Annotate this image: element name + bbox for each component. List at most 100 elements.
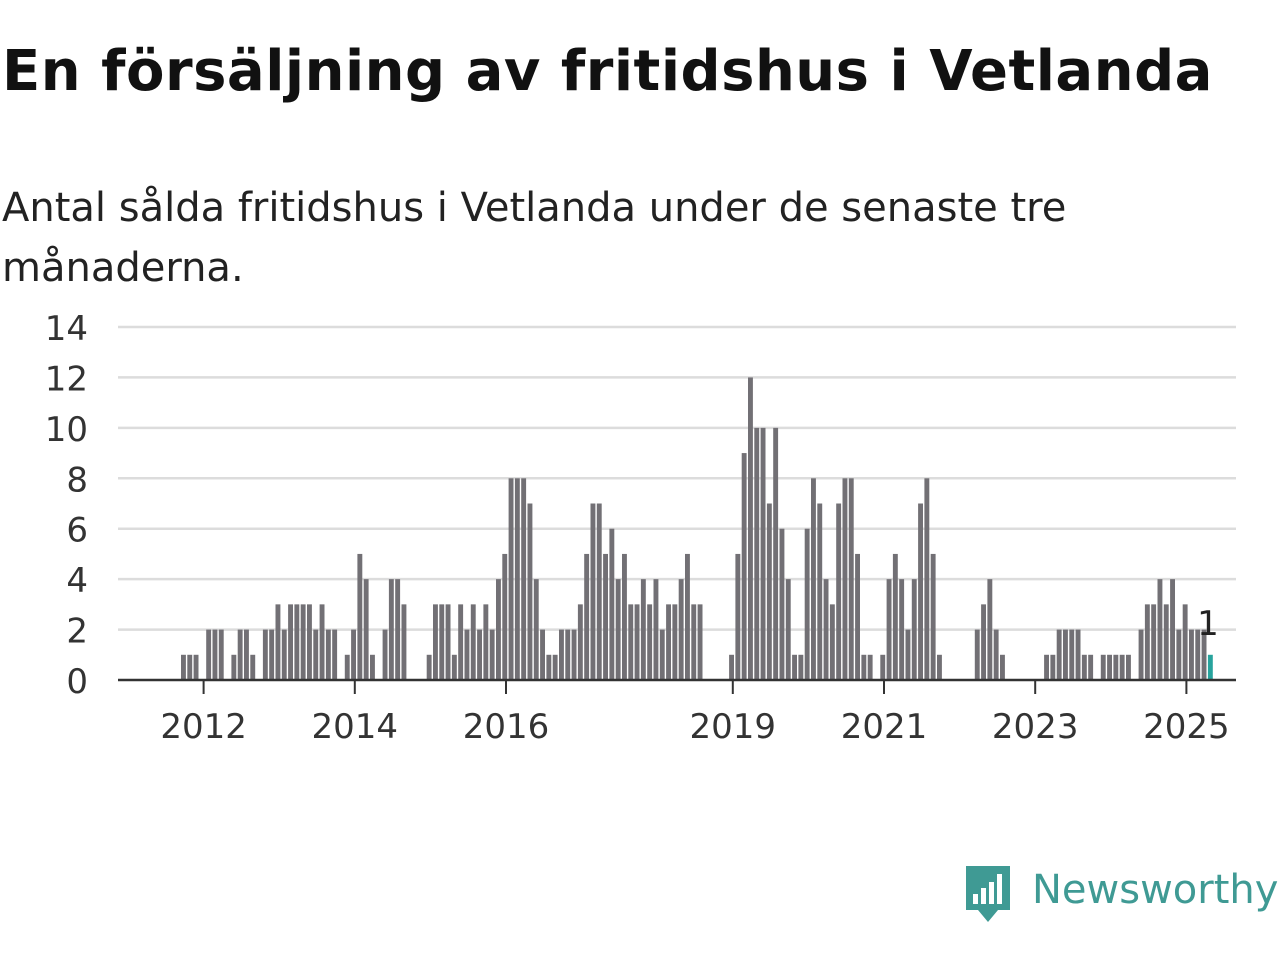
x-tick-label: 2016 [463, 707, 550, 747]
bar [685, 553, 690, 680]
bar [987, 579, 993, 680]
bar [880, 654, 886, 680]
latest-value-label: 1 [1197, 604, 1219, 644]
bar [697, 604, 703, 680]
y-tick-label: 6 [66, 511, 88, 551]
bar [237, 629, 243, 680]
bar [1069, 629, 1075, 680]
bar [785, 579, 791, 680]
bar [672, 604, 678, 680]
bar [1195, 629, 1201, 680]
chart-subtitle: Antal sålda fritidshus i Vetlanda under … [2, 185, 1067, 291]
bar [363, 579, 369, 680]
bar [319, 604, 325, 680]
bar [930, 553, 936, 680]
bar [823, 579, 829, 680]
bar [521, 478, 527, 680]
bar [666, 604, 671, 680]
bar [981, 604, 986, 680]
bar [477, 629, 482, 680]
bar [1081, 654, 1087, 680]
chart-title: En försäljning av fritidshus i Vetlanda [2, 39, 1213, 104]
bar [615, 579, 621, 680]
bar [779, 528, 785, 680]
bar-latest [1207, 654, 1213, 680]
bar [433, 604, 438, 680]
bar [596, 503, 602, 680]
bar [502, 553, 508, 680]
bar [829, 604, 835, 680]
bar [1189, 629, 1194, 680]
bar [439, 604, 445, 680]
bar [628, 604, 634, 680]
bar [1126, 654, 1131, 680]
bar [401, 604, 407, 680]
bar [811, 478, 816, 680]
bar [735, 553, 741, 680]
bar [212, 629, 218, 680]
bar [262, 629, 268, 680]
newsworthy-logo: Newsworthy [962, 862, 1280, 932]
bar [388, 579, 394, 680]
bar [250, 654, 256, 680]
bar [773, 427, 779, 680]
bar [470, 604, 476, 680]
bar [1100, 654, 1106, 680]
bar [489, 629, 495, 680]
bar [269, 629, 275, 680]
y-tick-label: 14 [45, 309, 88, 349]
bar [281, 629, 287, 680]
bar [798, 654, 804, 680]
bar [426, 654, 432, 680]
bar [754, 427, 760, 680]
bar [370, 654, 375, 680]
bar [294, 604, 300, 680]
x-tick-label: 2023 [992, 707, 1079, 747]
bar [760, 427, 766, 680]
bar [313, 629, 319, 680]
bar [905, 629, 911, 680]
bar [300, 604, 306, 680]
bar [1044, 654, 1049, 680]
bar [231, 654, 237, 680]
bar [206, 629, 212, 680]
bar [1201, 629, 1207, 680]
bar [848, 478, 854, 680]
bar [748, 377, 753, 680]
bar [181, 654, 186, 680]
bar [603, 553, 608, 680]
bar [937, 654, 942, 680]
bar [804, 528, 810, 680]
bar [792, 654, 797, 680]
bar [351, 629, 356, 680]
y-tick-label: 2 [66, 612, 88, 652]
bar [766, 503, 772, 680]
bar [918, 503, 923, 680]
bar [1056, 629, 1062, 680]
bar [653, 579, 659, 680]
bar [344, 654, 350, 680]
bar [924, 478, 930, 680]
x-tick-label: 2014 [312, 707, 399, 747]
bar [974, 629, 980, 680]
bar [193, 654, 199, 680]
bar [622, 553, 627, 680]
bar [464, 629, 470, 680]
bar [729, 654, 734, 680]
x-tick-label: 2012 [160, 707, 247, 747]
bar [218, 629, 224, 680]
newsworthy-chart-icon [966, 866, 1010, 922]
logo-text: Newsworthy [1032, 867, 1279, 913]
bar [357, 553, 363, 680]
bar [1000, 654, 1005, 680]
bar [1151, 604, 1157, 680]
x-tick-label: 2021 [841, 707, 928, 747]
bar [867, 654, 873, 680]
bar [332, 629, 338, 680]
bar [634, 604, 640, 680]
x-tick-label: 2019 [690, 707, 777, 747]
bar [325, 629, 331, 680]
bar [552, 654, 558, 680]
bar [458, 604, 464, 680]
y-tick-label: 12 [45, 359, 88, 399]
